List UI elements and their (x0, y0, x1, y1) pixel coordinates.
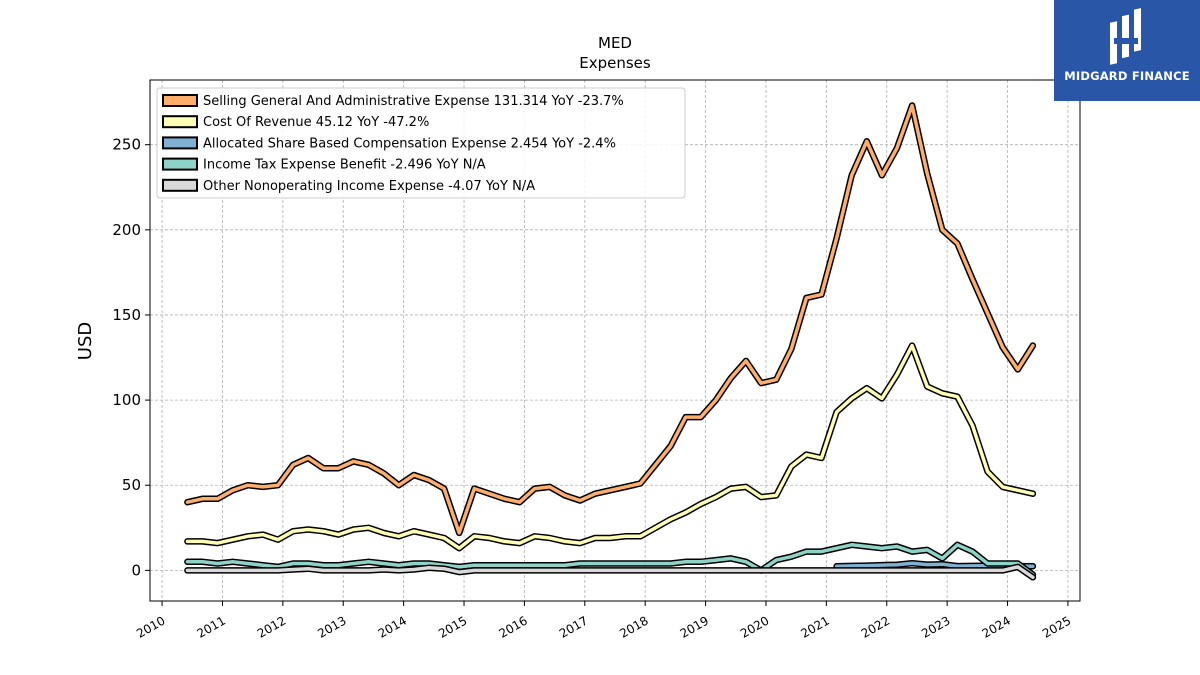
y-tick-label: 50 (122, 476, 141, 494)
legend-swatch-0 (162, 94, 198, 107)
series-line-3 (185, 543, 1035, 577)
legend-label-1: Cost Of Revenue 45.12 YoY -47.2% (203, 115, 429, 130)
x-tick-label: 2014 (376, 613, 409, 640)
legend-label-3: Income Tax Expense Benefit -2.496 YoY N/… (203, 158, 486, 173)
legend-box (156, 87, 686, 199)
brand-logo: MIDGARD FINANCE (1054, 0, 1200, 101)
y-tick-label: 150 (112, 306, 141, 324)
chart-title: MED (598, 34, 632, 52)
x-tick-label: 2011 (195, 613, 228, 640)
y-tick-label: 100 (112, 391, 141, 409)
x-tick-label: 2018 (617, 613, 650, 640)
logo-text: MIDGARD FINANCE (1064, 69, 1190, 83)
x-tick-label: 2025 (1040, 613, 1073, 640)
series-line-1 (185, 343, 1035, 550)
series-line-4 (185, 565, 1035, 580)
y-axis-label: USD (75, 322, 96, 360)
legend-swatch-2 (162, 136, 198, 150)
x-tick-label: 2020 (738, 613, 771, 640)
x-tick-label: 2024 (980, 613, 1013, 640)
y-tick-label: 0 (131, 561, 141, 579)
x-tick-label: 2013 (315, 613, 348, 640)
series-line-0 (185, 103, 1035, 535)
x-tick-label: 2016 (496, 613, 529, 640)
y-tick-label: 250 (112, 136, 141, 154)
x-tick-label: 2015 (436, 613, 469, 640)
x-tick-label: 2022 (859, 613, 892, 640)
legend-swatch-4 (162, 178, 198, 192)
x-tick-label: 2012 (255, 613, 288, 640)
x-tick-label: 2017 (557, 613, 590, 640)
chart-subtitle: Expenses (579, 54, 651, 72)
x-tick-label: 2021 (798, 613, 831, 640)
legend-label-2: Allocated Share Based Compensation Expen… (203, 136, 616, 151)
plot-frame (149, 79, 1081, 602)
legend-swatch-1 (162, 115, 198, 129)
x-tick-label: 2010 (134, 613, 167, 640)
x-tick-label: 2023 (919, 613, 952, 640)
x-tick-label: 2019 (678, 613, 711, 640)
logo-mark-icon (1110, 8, 1141, 65)
legend-label-4: Other Nonoperating Income Expense -4.07 … (203, 179, 535, 194)
y-tick-label: 200 (112, 221, 141, 239)
legend-swatch-3 (162, 157, 198, 171)
legend-label-0: Selling General And Administrative Expen… (203, 94, 624, 109)
